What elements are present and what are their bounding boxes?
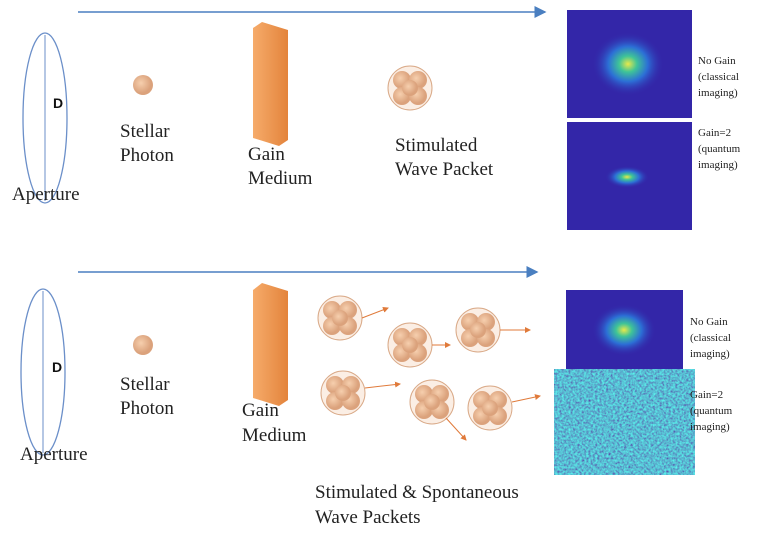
aperture-label: Aperture — [12, 184, 80, 205]
image-noise — [566, 378, 683, 466]
image-spot — [605, 166, 649, 188]
photon — [133, 75, 153, 95]
gain-medium — [253, 283, 288, 406]
diameter-label: D — [53, 95, 63, 111]
image-spot — [592, 32, 664, 96]
aperture-label: Aperture — [20, 444, 88, 465]
wave-packet — [388, 66, 432, 110]
diameter-label: D — [52, 359, 62, 375]
image-spot — [592, 304, 656, 356]
gain-medium — [253, 22, 288, 146]
photon — [133, 335, 153, 355]
diagram: D Aperture StellarPhoton GainMedium Stim… — [0, 0, 757, 534]
wave-packets — [318, 296, 540, 440]
